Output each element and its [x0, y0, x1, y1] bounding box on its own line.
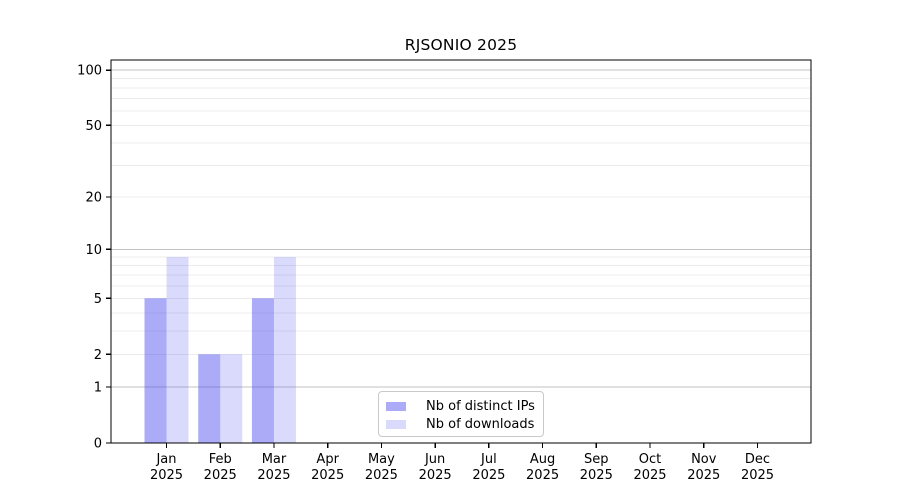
x-tick-year: 2025 — [526, 468, 559, 483]
x-tick-month: Jul — [480, 452, 497, 467]
x-tick-year: 2025 — [687, 468, 720, 483]
y-tick-label: 10 — [85, 243, 102, 258]
legend-label-distinct-ips: Nb of distinct IPs — [426, 398, 535, 414]
bar-downloads-feb — [220, 354, 243, 443]
y-tick-label: 50 — [85, 119, 102, 134]
x-tick-year: 2025 — [365, 468, 398, 483]
x-tick-month: May — [368, 452, 395, 467]
x-tick-month: Oct — [639, 452, 661, 467]
y-axis: 0 1 2 5 10 20 50 100 — [77, 64, 111, 452]
x-tick-month: Jun — [424, 452, 445, 467]
legend-label-downloads: Nb of downloads — [426, 416, 535, 432]
x-tick-month: Mar — [262, 452, 287, 467]
legend: Nb of distinct IPs Nb of downloads — [378, 391, 544, 437]
y-tick-label: 20 — [85, 191, 102, 206]
x-tick-month: Nov — [691, 452, 717, 467]
major-gridlines — [111, 69, 811, 388]
legend-item-downloads: Nb of downloads — [386, 415, 543, 433]
x-tick-year: 2025 — [257, 468, 290, 483]
x-tick-year: 2025 — [419, 468, 452, 483]
x-tick-year: 2025 — [633, 468, 666, 483]
x-tick-year: 2025 — [580, 468, 613, 483]
bar-distinct-ips-jan — [144, 298, 167, 443]
x-tick-month: Dec — [745, 452, 770, 467]
y-tick-label: 5 — [94, 292, 102, 307]
minor-gridlines — [111, 78, 811, 355]
bars — [144, 257, 296, 443]
y-tick-label: 0 — [94, 437, 102, 452]
x-tick-month: Jan — [155, 452, 176, 467]
legend-swatch-distinct-ips — [386, 401, 406, 411]
y-tick-label: 1 — [94, 381, 102, 396]
x-tick-year: 2025 — [741, 468, 774, 483]
x-tick-month: Sep — [584, 452, 609, 467]
plot-frame — [110, 59, 812, 444]
x-tick-year: 2025 — [472, 468, 505, 483]
x-axis: Jan2025Feb2025Mar2025Apr2025May2025Jun20… — [150, 443, 774, 483]
bar-distinct-ips-feb — [198, 354, 221, 443]
x-tick-month: Feb — [209, 452, 232, 467]
chart-title: RJSONIO 2025 — [404, 36, 518, 54]
y-tick-label: 2 — [94, 348, 102, 363]
bar-downloads-jan — [166, 257, 189, 443]
legend-item-distinct-ips: Nb of distinct IPs — [386, 397, 543, 415]
x-tick-year: 2025 — [311, 468, 344, 483]
x-tick-year: 2025 — [150, 468, 183, 483]
legend-swatch-downloads — [386, 419, 406, 429]
y-tick-label: 100 — [77, 64, 102, 79]
x-tick-month: Aug — [530, 452, 555, 467]
x-tick-month: Apr — [316, 452, 339, 467]
x-tick-year: 2025 — [204, 468, 237, 483]
bar-downloads-mar — [273, 257, 296, 443]
bar-distinct-ips-mar — [251, 298, 274, 443]
